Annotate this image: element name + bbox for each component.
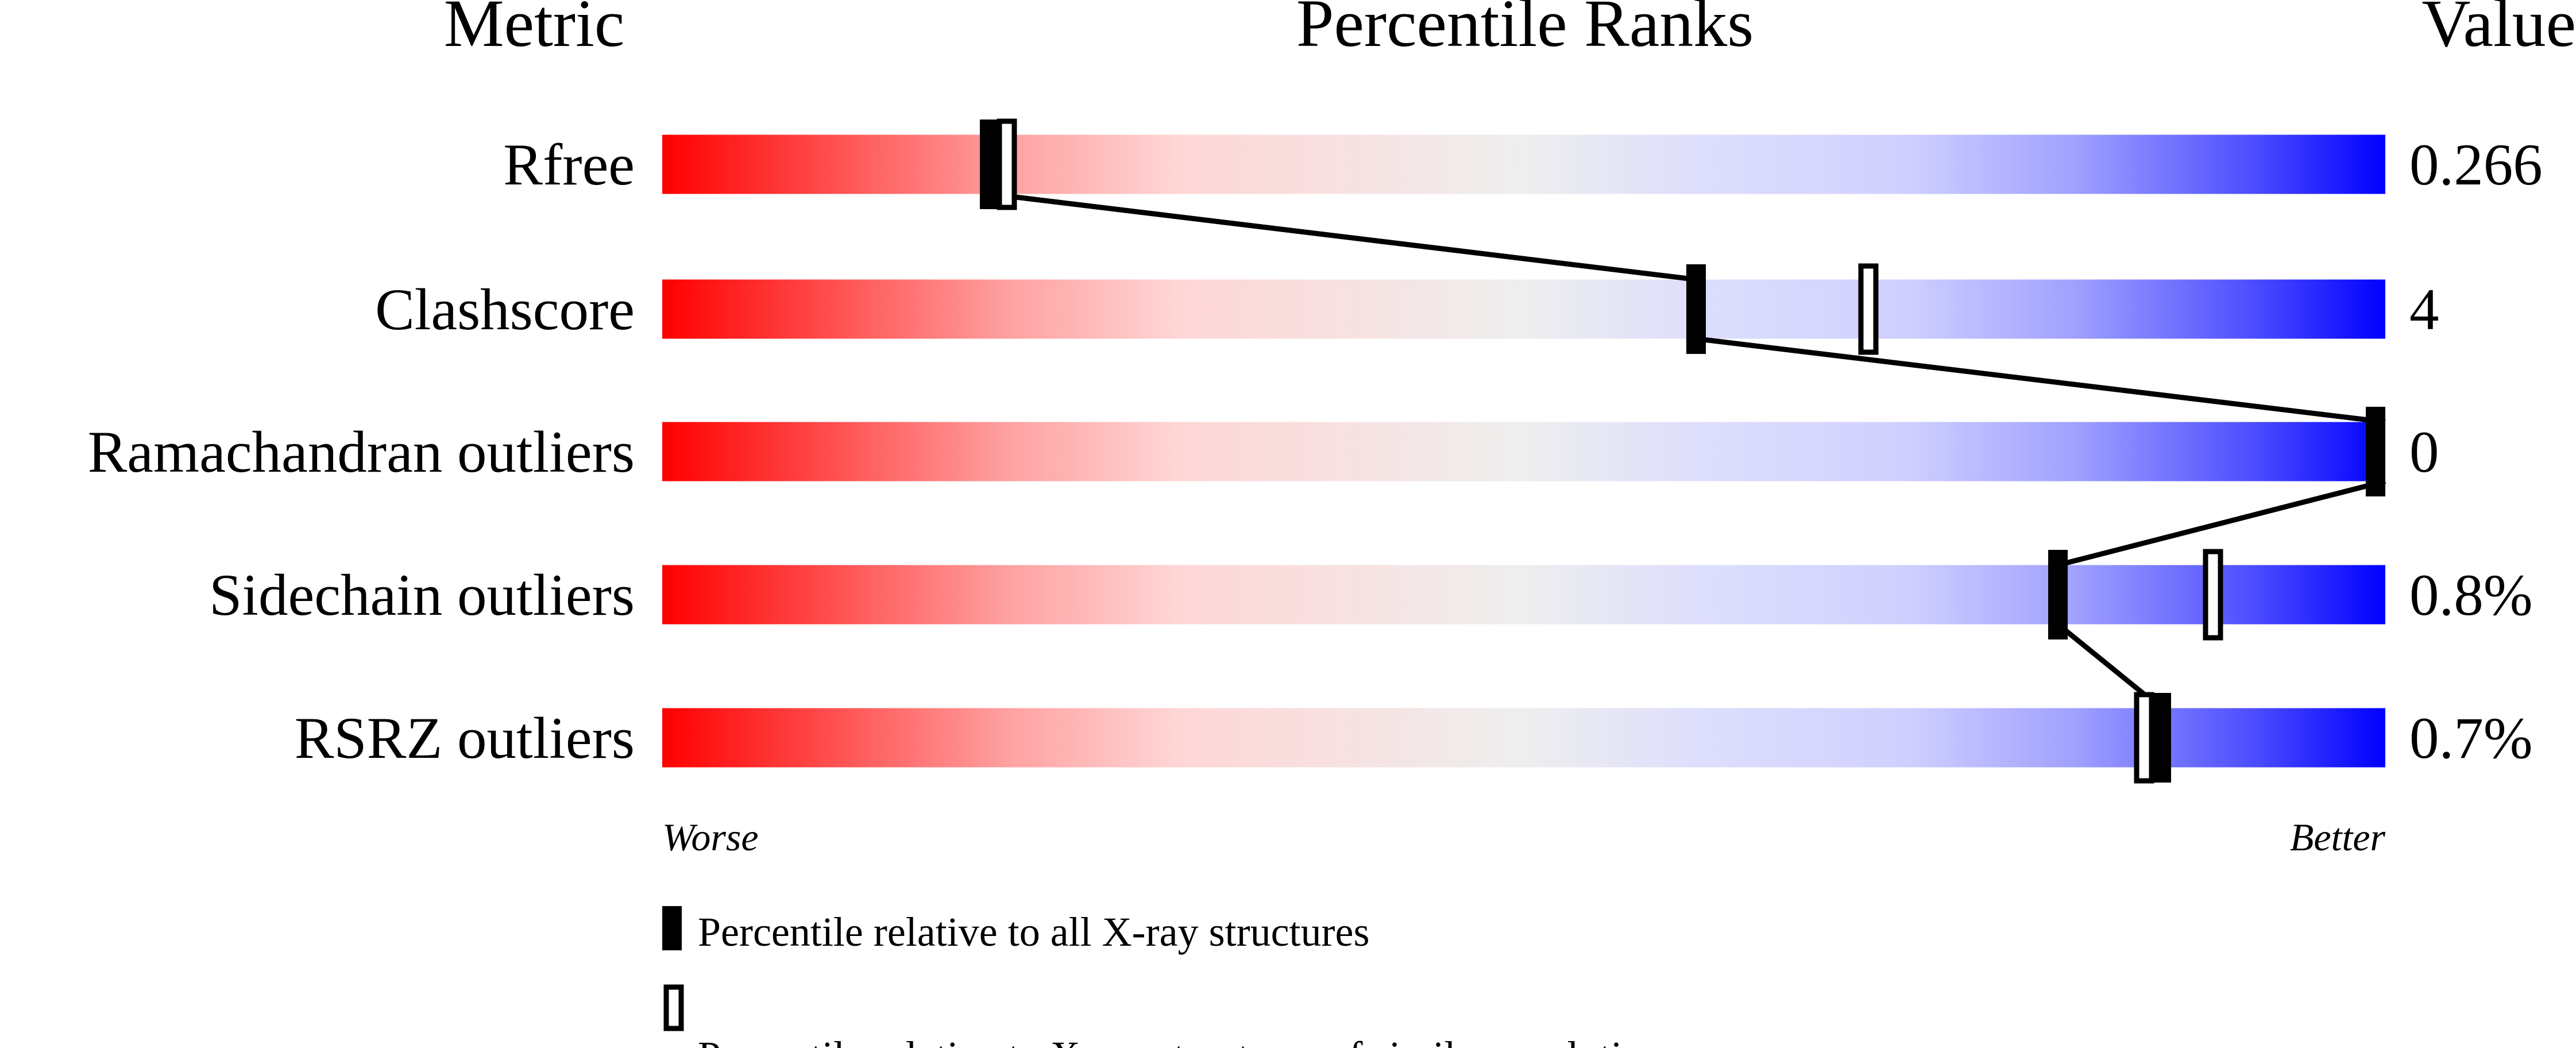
marker-all-structures <box>2048 550 2068 639</box>
header-metric: Metric <box>444 0 625 61</box>
metric-label: RSRZ outliers <box>295 706 635 771</box>
marker-similar-resolution <box>2134 692 2154 784</box>
better-label: Better <box>2290 815 2386 859</box>
legend-similar-marker <box>663 984 684 1031</box>
marker-similar-resolution <box>997 118 1017 210</box>
connector-line <box>1696 336 2386 425</box>
metric-label: Sidechain outliers <box>209 562 635 628</box>
metric-value: 0 <box>2409 419 2439 485</box>
legend-filled-label: Percentile relative to all X-ray structu… <box>698 909 1370 955</box>
marker-all-structures <box>1686 264 1706 354</box>
metric-value: 0.266 <box>2409 132 2543 198</box>
legend-filled-marker <box>662 906 682 950</box>
marker-all-structures <box>2366 407 2385 496</box>
legend-hollow-label: Percentile relative to X-ray structures … <box>698 1033 1663 1048</box>
metric-value: 0.8% <box>2409 562 2533 628</box>
header-percentile-ranks: Percentile Ranks <box>1296 0 1754 61</box>
metric-value: 4 <box>2409 277 2439 342</box>
metric-label: Ramachandran outliers <box>88 419 635 485</box>
marker-all-structures <box>980 120 999 209</box>
marker-similar-resolution <box>2203 549 2223 641</box>
percentile-bar <box>662 708 2385 768</box>
metric-label: Clashscore <box>375 277 635 342</box>
worse-label: Worse <box>662 815 759 859</box>
connector-line <box>989 191 1697 282</box>
percentile-bar <box>662 422 2385 481</box>
marker-all-structures <box>2152 693 2171 783</box>
marker-similar-resolution <box>1858 263 1879 355</box>
metric-value: 0.7% <box>2409 706 2533 771</box>
header-value: Value <box>2421 0 2576 61</box>
metric-label: Rfree <box>503 132 635 198</box>
connector-line <box>2057 479 2386 568</box>
percentile-bar <box>662 279 2385 339</box>
percentile-bar <box>662 565 2385 625</box>
percentile-bar <box>662 134 2385 194</box>
